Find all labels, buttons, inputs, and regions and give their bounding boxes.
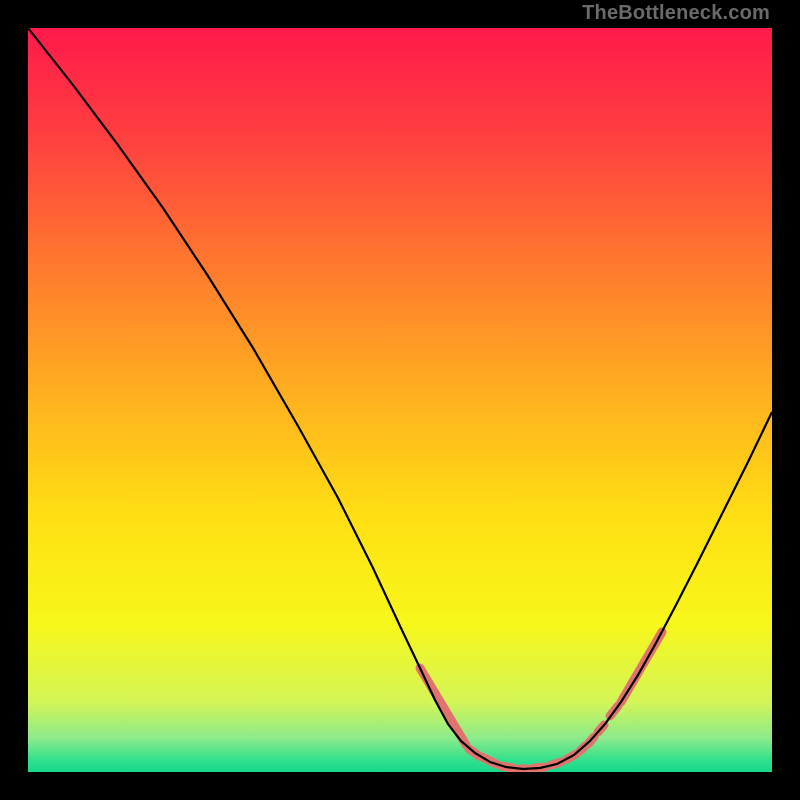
marker-segment	[420, 668, 466, 745]
marker-segments	[420, 632, 662, 769]
watermark-text: TheBottleneck.com	[582, 2, 770, 25]
curve-layer	[28, 28, 772, 772]
plot-area	[28, 28, 772, 772]
chart-frame: TheBottleneck.com	[0, 0, 800, 800]
bottleneck-curve	[28, 28, 772, 769]
